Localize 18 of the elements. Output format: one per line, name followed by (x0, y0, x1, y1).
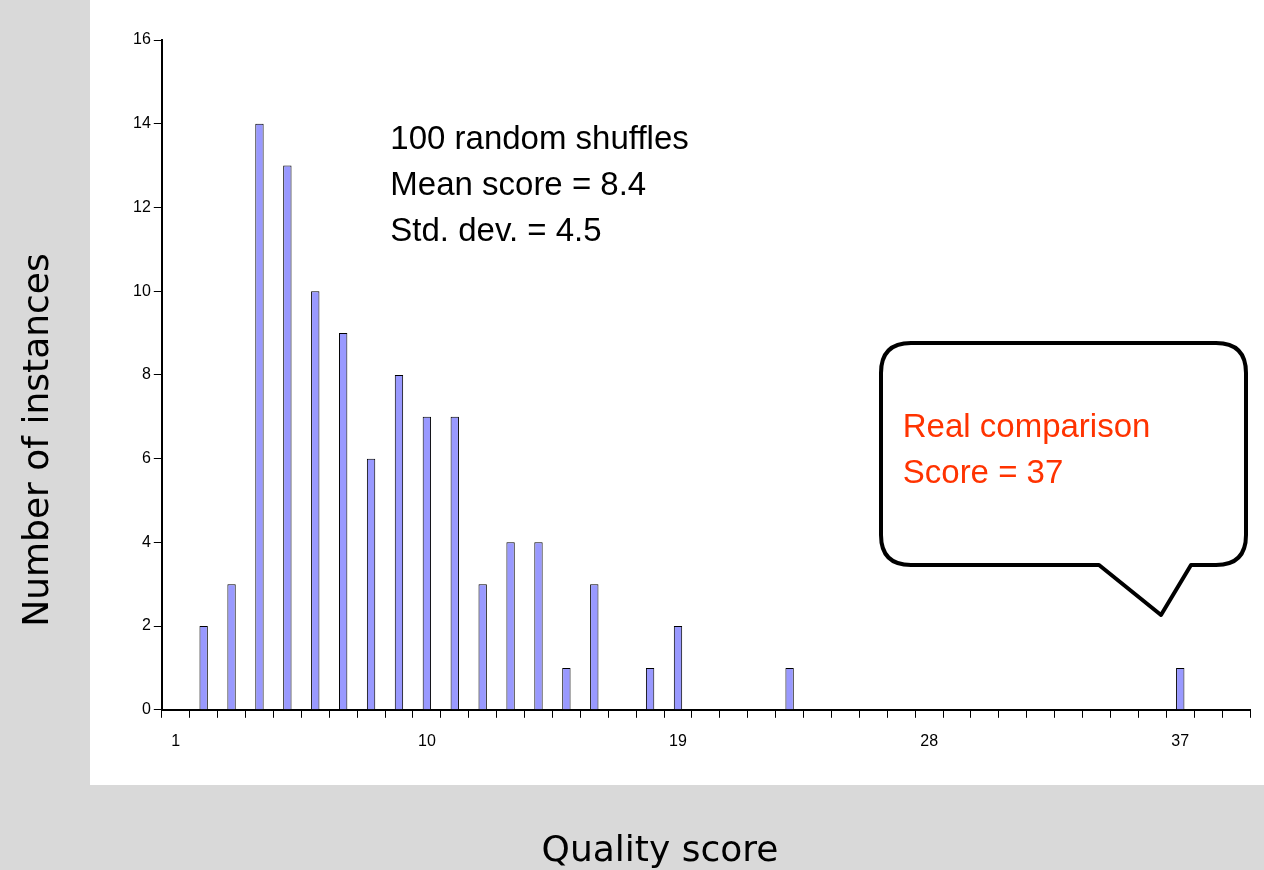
x-tick-label: 19 (669, 731, 687, 749)
y-tick-label: 6 (141, 449, 151, 467)
x-tick-label: 1 (171, 731, 181, 749)
x-tick-label: 28 (920, 731, 939, 749)
y-tick-label: 4 (141, 532, 151, 550)
annotation: Real comparison Score = 37 (902, 405, 1151, 492)
y-tick-label: 16 (133, 30, 151, 48)
y-tick-label: 0 (141, 700, 151, 718)
y-tick-label: 10 (133, 281, 151, 299)
x-axis-title: Quality score (541, 827, 779, 869)
y-tick-label: 12 (133, 197, 151, 215)
annotation: 100 random shuffles Mean score = 8.4 Std. dev. = 4.5 (390, 118, 689, 250)
x-tick-label: 10 (417, 731, 436, 749)
y-axis-title: Number of instances (14, 253, 56, 627)
y-tick-label: 14 (133, 114, 151, 132)
x-tick-label: 37 (1171, 731, 1190, 749)
y-tick-label: 2 (141, 616, 151, 634)
y-tick-label: 8 (141, 365, 151, 383)
